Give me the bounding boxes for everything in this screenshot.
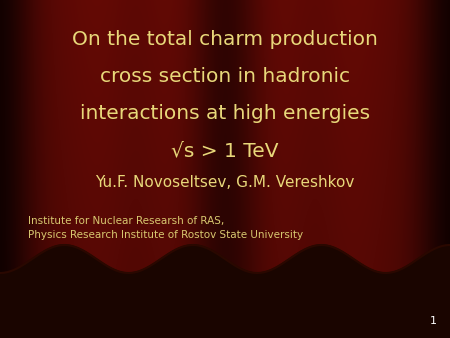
Polygon shape	[0, 245, 450, 338]
Text: Yu.F. Novoseltsev, G.M. Vereshkov: Yu.F. Novoseltsev, G.M. Vereshkov	[95, 175, 355, 190]
Text: Physics Research Institute of Rostov State University: Physics Research Institute of Rostov Sta…	[28, 230, 303, 240]
Text: On the total charm production: On the total charm production	[72, 30, 378, 49]
Text: 1: 1	[430, 316, 437, 326]
Text: Institute for Nuclear Researsh of RAS,: Institute for Nuclear Researsh of RAS,	[28, 216, 224, 226]
Text: √s > 1 TeV: √s > 1 TeV	[171, 141, 279, 160]
Text: interactions at high energies: interactions at high energies	[80, 104, 370, 123]
Text: cross section in hadronic: cross section in hadronic	[100, 67, 350, 86]
